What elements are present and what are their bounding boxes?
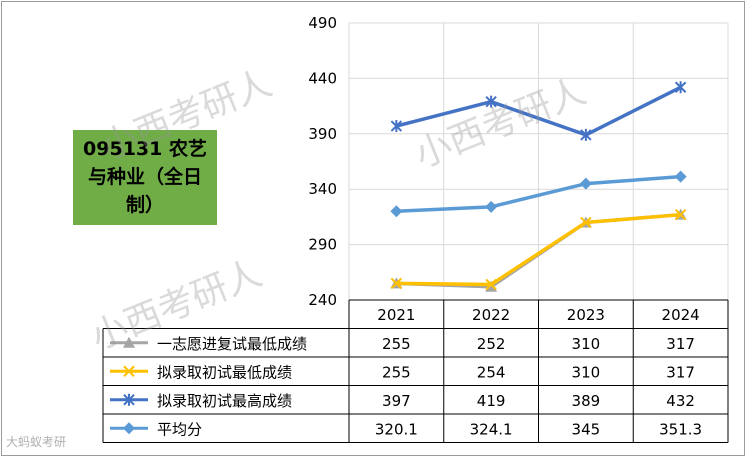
x-tick-label: 2023	[567, 306, 605, 324]
series-line	[395, 85, 682, 137]
corner-logo-text: 大蚂蚁考研	[6, 435, 67, 449]
program-title-box: 095131 农艺与种业（全日制）	[73, 130, 217, 225]
legend-marker	[123, 365, 135, 377]
legend-marker	[123, 336, 135, 348]
y-tick-label: 240	[308, 291, 337, 309]
data-label: 317	[666, 335, 695, 353]
legend-label: 拟录取初试最低成绩	[157, 363, 292, 381]
corner-logo: 大蚂蚁考研	[6, 433, 66, 450]
data-label: 252	[477, 335, 506, 353]
data-point	[580, 128, 592, 141]
data-label: 255	[382, 335, 411, 353]
legend-label: 拟录取初试最高成绩	[157, 392, 292, 410]
data-label: 317	[666, 363, 695, 381]
data-point	[485, 278, 497, 291]
legend-marker	[123, 393, 135, 406]
legend-marker	[123, 422, 135, 435]
data-label: 324.1	[470, 420, 513, 438]
data-label: 345	[572, 420, 601, 438]
program-title: 095131 农艺与种业（全日制）	[83, 138, 207, 216]
y-tick-label: 290	[308, 236, 337, 254]
series-line	[396, 174, 681, 213]
y-tick-label: 390	[308, 125, 337, 143]
y-tick-label: 340	[308, 180, 337, 198]
x-tick-label: 2024	[662, 306, 700, 324]
y-tick-label: 490	[308, 14, 337, 32]
data-point	[485, 95, 497, 108]
data-point	[674, 170, 687, 183]
data-point	[674, 81, 687, 94]
legend-label: 一志愿进复试最低成绩	[157, 335, 307, 353]
data-label: 419	[477, 392, 506, 410]
data-point	[390, 205, 403, 218]
data-label: 351.3	[659, 420, 702, 438]
data-label: 310	[572, 363, 601, 381]
data-point	[390, 277, 403, 290]
data-label: 255	[382, 363, 411, 381]
data-point	[485, 200, 498, 213]
data-label: 320.1	[375, 420, 418, 438]
legend-label: 平均分	[157, 420, 202, 438]
data-point	[579, 177, 592, 190]
data-point	[674, 208, 687, 221]
y-tick-label: 440	[308, 69, 337, 87]
data-label: 254	[477, 363, 506, 381]
data-label: 432	[666, 392, 695, 410]
data-label: 397	[382, 392, 411, 410]
data-label: 389	[572, 392, 601, 410]
x-tick-label: 2022	[472, 306, 510, 324]
data-point	[390, 120, 403, 133]
series-line	[396, 212, 681, 287]
data-point	[580, 216, 592, 229]
data-label: 310	[572, 335, 601, 353]
x-tick-label: 2021	[377, 306, 415, 324]
